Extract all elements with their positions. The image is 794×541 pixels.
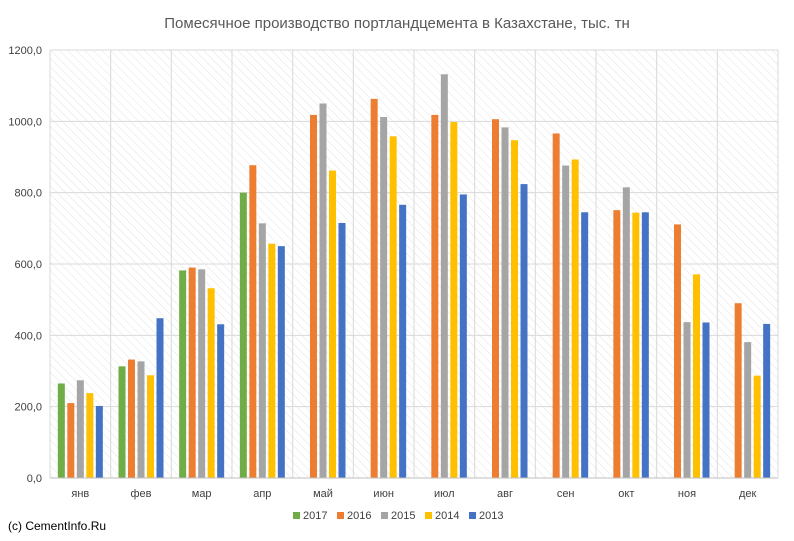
x-tick-label: май [313, 488, 333, 500]
legend: 2017 2016 2015 2014 2013 [293, 510, 503, 522]
bar-2015-июн [380, 117, 388, 478]
bar-2014-янв [86, 393, 94, 478]
bar-2015-дек [744, 342, 752, 478]
bar-2016-ноя [674, 224, 681, 478]
bar-2014-мар [207, 288, 215, 478]
x-tick-label: мар [192, 488, 212, 500]
legend-label-2017: 2017 [303, 510, 327, 522]
bar-2014-дек [753, 375, 761, 478]
bar-2014-июл [450, 122, 458, 479]
x-tick-label: фев [130, 488, 151, 500]
legend-swatch-2015 [381, 512, 388, 519]
bar-2014-май [329, 170, 336, 478]
bar-2015-мар [198, 269, 206, 478]
x-tick-label: дек [739, 488, 757, 500]
y-tick-label: 1200,0 [8, 45, 42, 57]
bar-2014-сен [571, 159, 579, 478]
bar-2014-фев [147, 375, 154, 478]
bar-2015-апр [258, 223, 266, 478]
bar-2016-дек [734, 303, 742, 478]
bar-2015-май [319, 103, 327, 478]
y-tick-label: 0,0 [27, 473, 42, 485]
bar-2016-июн [370, 98, 378, 478]
bar-2016-янв [67, 403, 75, 478]
bar-2013-июн [399, 204, 407, 478]
x-tick-label: июл [434, 488, 455, 500]
x-tick-label: сен [557, 488, 575, 500]
bar-2017-янв [57, 383, 65, 478]
bar-2014-июн [389, 136, 397, 478]
bar-2016-фев [128, 359, 135, 478]
bar-2016-авг [492, 119, 499, 479]
bar-2015-фев [137, 361, 145, 478]
bar-2017-апр [239, 192, 247, 478]
bar-2017-мар [179, 270, 187, 478]
y-tick-label: 600,0 [14, 259, 42, 271]
x-tick-label: июн [373, 488, 393, 500]
legend-label-2016: 2016 [347, 510, 371, 522]
bar-2016-июл [431, 114, 439, 478]
y-tick-label: 400,0 [14, 330, 42, 342]
credit-text: (c) CementInfo.Ru [8, 519, 106, 533]
bar-2013-май [338, 222, 346, 478]
bar-2016-мар [188, 267, 196, 478]
legend-label-2015: 2015 [391, 510, 415, 522]
legend-swatch-2017 [293, 512, 300, 519]
bar-2013-янв [95, 405, 103, 478]
x-tick-label: окт [618, 488, 634, 500]
bar-2014-ноя [693, 274, 700, 478]
y-tick-label: 200,0 [14, 402, 42, 414]
bar-2015-сен [562, 165, 570, 478]
bar-2013-апр [277, 246, 285, 478]
bar-2016-окт [613, 210, 621, 479]
legend-label-2014: 2014 [435, 510, 459, 522]
bar-2013-июл [459, 194, 467, 478]
bar-2013-сен [581, 212, 589, 479]
bar-2013-мар [217, 324, 225, 478]
y-tick-label: 1000,0 [8, 116, 42, 128]
gridlines [49, 49, 779, 479]
x-tick-label: ноя [678, 488, 696, 500]
chart-title: Помесячное производство портландцемента … [164, 15, 629, 32]
bar-2013-дек [763, 323, 771, 478]
bar-2013-ноя [702, 322, 710, 478]
legend-label-2013: 2013 [479, 510, 503, 522]
bar-2015-июл [440, 74, 448, 479]
x-tick-label: авг [497, 488, 513, 500]
x-tick-label: апр [253, 488, 271, 500]
bar-2017-фев [118, 366, 126, 478]
legend-swatch-2013 [469, 512, 476, 519]
bar-2013-авг [520, 184, 528, 478]
legend-swatch-2014 [425, 512, 432, 519]
bar-2014-апр [268, 243, 276, 478]
bar-2016-сен [552, 133, 560, 478]
legend-swatch-2016 [337, 512, 344, 519]
axes: 0,0 200,0 400,0 600,0 800,0 1000,0 1200,0 янв фе… [8, 45, 778, 500]
bar-2015-авг [501, 127, 509, 478]
bar-2014-окт [632, 212, 640, 478]
x-tick-label: янв [71, 488, 89, 500]
bar-2016-май [310, 114, 317, 478]
bar-2013-фев [156, 318, 164, 478]
bar-2014-авг [511, 140, 518, 478]
bar-2015-янв [76, 380, 84, 478]
bar-2015-окт [622, 187, 630, 479]
bar-2013-окт [641, 212, 649, 479]
y-tick-label: 800,0 [14, 188, 42, 200]
bar-2016-апр [249, 165, 257, 478]
bar-2015-ноя [683, 322, 691, 478]
bars [57, 74, 771, 479]
